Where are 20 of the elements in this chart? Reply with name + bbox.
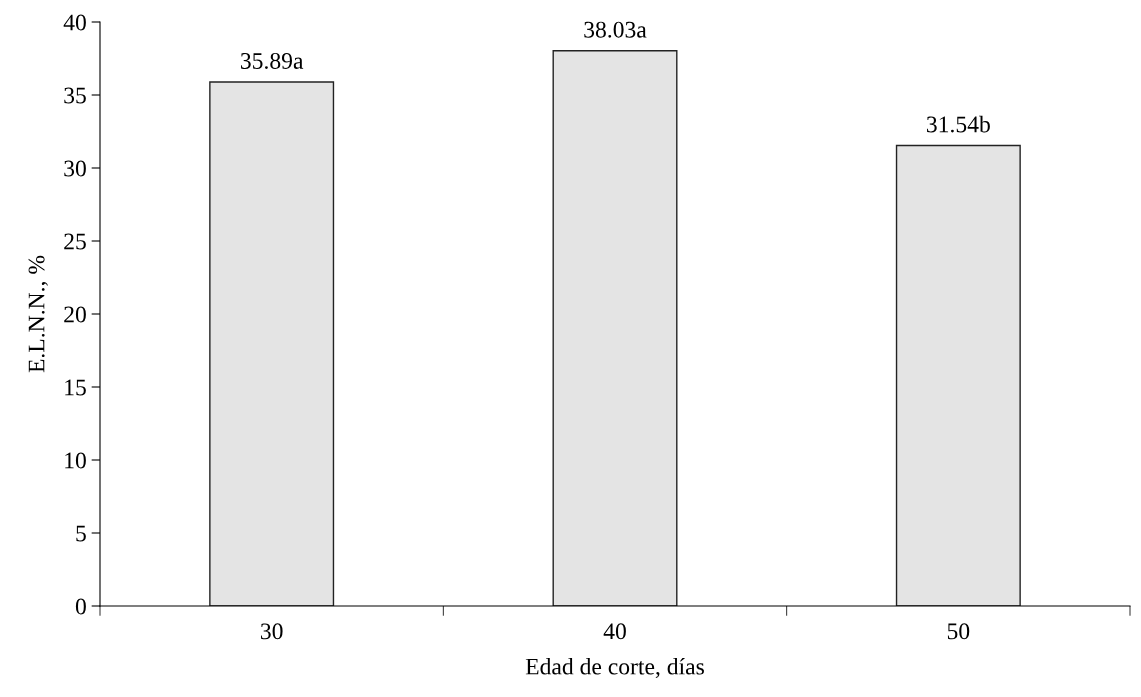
x-tick-label: 50 [947,623,970,640]
y-tick-label: 10 [65,452,86,469]
y-tick-label: 0 [75,598,86,615]
bar [552,50,678,606]
y-tick-label: 35 [64,87,86,104]
data-label: 38.03a [584,21,647,38]
bar [895,144,1021,606]
y-tick-label: 25 [64,233,86,250]
x-tick-label: 30 [260,623,283,640]
y-tick-label: 40 [63,14,86,31]
data-label: 35.89a [240,52,304,69]
y-tick-label: 15 [65,379,86,396]
y-tick-label: 20 [64,306,86,323]
bar [209,81,335,606]
y-tick-label: 5 [76,525,86,542]
x-axis-title: Edad de corte, días [525,657,704,678]
y-axis-title: E.L.N.N., % [28,255,48,373]
data-label: 31.54b [927,115,990,133]
y-tick-label: 30 [64,160,86,177]
x-tick-label: 40 [603,623,626,640]
